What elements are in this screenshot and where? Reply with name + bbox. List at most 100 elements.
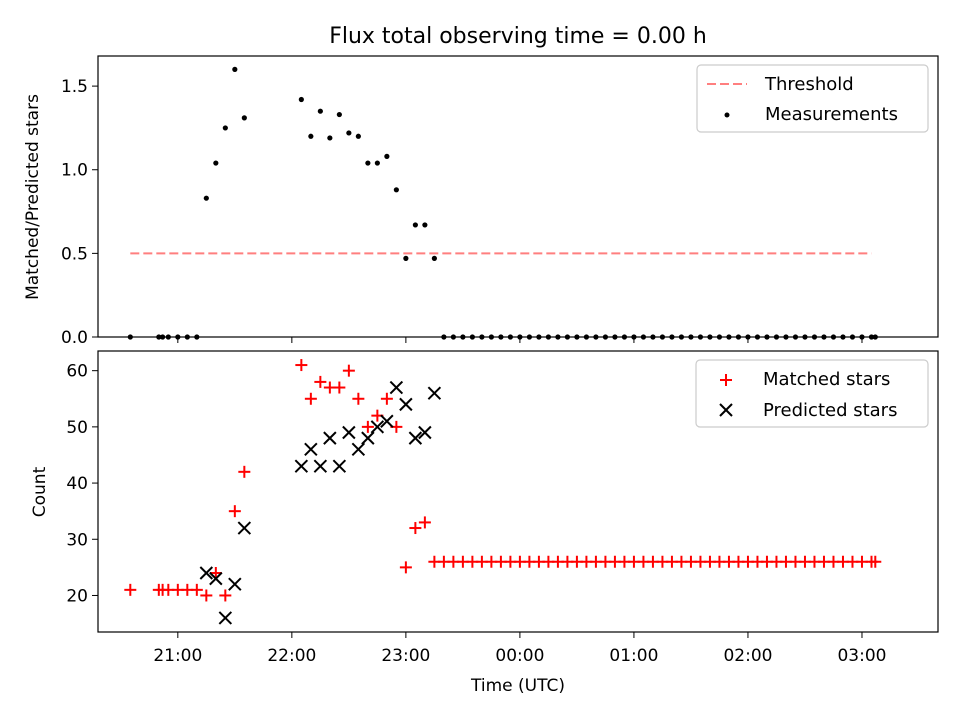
count-x-ticks: 21:00 22:00 23:00 00:00 01:00 02:00 03:00 bbox=[153, 632, 886, 666]
legend-matched-label: Matched stars bbox=[763, 369, 890, 390]
predicted-star-point bbox=[408, 431, 423, 445]
count-y-tick-label: 40 bbox=[66, 474, 88, 494]
ratio-legend: Threshold Measurements bbox=[696, 64, 929, 133]
predicted-star-point bbox=[218, 611, 233, 625]
ratio-plot-frame bbox=[97, 55, 939, 338]
legend-matched-swatch bbox=[720, 374, 732, 386]
count-y-tick-label: 60 bbox=[66, 362, 88, 382]
predicted-star-point bbox=[332, 459, 347, 473]
ratio-panel: 0.0 0.5 1.0 1.5 Matched/Predicted stars Thr… bbox=[23, 55, 939, 348]
matched-star-point bbox=[352, 392, 365, 405]
matched-star-point bbox=[209, 566, 222, 579]
legend-predicted-label: Predicted stars bbox=[763, 400, 897, 421]
predicted-star-point bbox=[294, 459, 309, 473]
predicted-star-point bbox=[351, 442, 366, 457]
predicted-star-point bbox=[370, 420, 385, 434]
ratio-y-tick-label: 1.0 bbox=[61, 161, 88, 181]
matched-star-point bbox=[295, 359, 308, 372]
matched-star-point bbox=[399, 561, 412, 574]
measurement-point bbox=[203, 195, 209, 201]
predicted-star-point bbox=[228, 577, 242, 591]
legend-predicted-swatch bbox=[719, 403, 733, 417]
measurement-point bbox=[346, 130, 352, 136]
matched-star-point bbox=[409, 522, 422, 535]
count-legend: Matched stars Predicted stars bbox=[695, 359, 929, 428]
ratio-legend-box bbox=[696, 64, 929, 133]
count-y-tick-label: 30 bbox=[66, 530, 88, 550]
measurement-point bbox=[327, 135, 333, 141]
matched-star-point bbox=[124, 583, 137, 596]
predicted-star-point bbox=[313, 459, 328, 473]
predicted-star-point bbox=[199, 566, 214, 580]
ratio-y-tick-label: 0.0 bbox=[61, 328, 88, 348]
count-x-tick-label: 23:00 bbox=[381, 646, 430, 666]
predicted-star-points bbox=[199, 380, 442, 625]
measurement-point bbox=[431, 255, 437, 261]
predicted-star-point bbox=[237, 521, 252, 535]
measurement-point bbox=[355, 133, 361, 139]
matched-star-point bbox=[219, 589, 232, 602]
count-x-tick-label: 02:00 bbox=[723, 646, 772, 666]
matched-star-point bbox=[238, 465, 251, 478]
measurement-point bbox=[374, 160, 380, 166]
measurement-point bbox=[308, 133, 314, 139]
ratio-y-tick-label: 0.5 bbox=[61, 244, 88, 264]
predicted-star-point bbox=[342, 425, 356, 440]
matched-star-point bbox=[418, 516, 431, 529]
matched-star-point bbox=[314, 375, 327, 388]
measurement-point bbox=[213, 160, 219, 166]
predicted-star-point bbox=[389, 380, 404, 395]
matched-star-point bbox=[333, 381, 346, 394]
matched-star-point bbox=[342, 364, 355, 377]
measurement-point bbox=[336, 111, 342, 118]
measurement-point bbox=[422, 222, 428, 228]
predicted-star-point bbox=[418, 425, 432, 440]
legend-threshold-label: Threshold bbox=[764, 74, 854, 95]
predicted-star-point bbox=[361, 431, 375, 445]
matched-star-point bbox=[228, 505, 241, 518]
matched-star-points bbox=[124, 359, 882, 602]
predicted-star-point bbox=[304, 442, 318, 457]
matched-star-point bbox=[869, 555, 882, 568]
measurement-point bbox=[365, 160, 371, 166]
ratio-y-axis-label: Matched/Predicted stars bbox=[23, 94, 43, 300]
count-x-tick-label: 21:00 bbox=[153, 646, 202, 666]
measurement-point bbox=[384, 153, 390, 159]
matched-star-point bbox=[361, 420, 374, 433]
count-x-tick-label: 22:00 bbox=[267, 646, 316, 666]
matched-star-point bbox=[380, 392, 393, 405]
count-x-tick-label: 00:00 bbox=[495, 646, 544, 666]
measurement-point bbox=[403, 255, 409, 261]
predicted-star-point bbox=[427, 386, 442, 400]
matched-star-point bbox=[304, 392, 317, 405]
measurement-point bbox=[393, 187, 399, 193]
measurement-point bbox=[222, 125, 228, 131]
count-y-tick-label: 50 bbox=[66, 418, 88, 438]
count-y-ticks: 20 30 40 50 60 bbox=[66, 362, 98, 606]
predicted-star-point bbox=[323, 431, 337, 445]
matched-star-point bbox=[190, 583, 203, 596]
predicted-star-point bbox=[209, 571, 223, 586]
count-y-tick-label: 20 bbox=[66, 586, 88, 606]
legend-measurement-label: Measurements bbox=[765, 104, 898, 125]
count-plot-frame bbox=[97, 350, 939, 633]
legend-measurement-swatch bbox=[724, 112, 730, 118]
ratio-y-ticks: 0.0 0.5 1.0 1.5 bbox=[61, 77, 98, 348]
predicted-star-point bbox=[399, 397, 413, 412]
count-y-axis-label: Count bbox=[30, 466, 50, 517]
x-axis-label: Time (UTC) bbox=[470, 676, 565, 696]
measurement-point bbox=[298, 96, 304, 103]
chart-title: Flux total observing time = 0.00 h bbox=[329, 24, 707, 49]
measurement-point bbox=[412, 222, 418, 228]
count-legend-box bbox=[695, 359, 929, 428]
count-x-tick-label: 01:00 bbox=[609, 646, 658, 666]
predicted-star-point bbox=[380, 414, 394, 428]
measurement-point bbox=[241, 115, 247, 121]
ratio-y-tick-label: 1.5 bbox=[61, 77, 88, 97]
matched-star-point bbox=[200, 589, 213, 602]
measurement-point bbox=[232, 66, 238, 72]
measurement-point bbox=[317, 108, 323, 114]
count-x-tick-label: 03:00 bbox=[837, 646, 886, 666]
count-panel: 20 30 40 50 60 21:00 22:00 23:00 00:00 01:00 02:0… bbox=[30, 350, 939, 696]
